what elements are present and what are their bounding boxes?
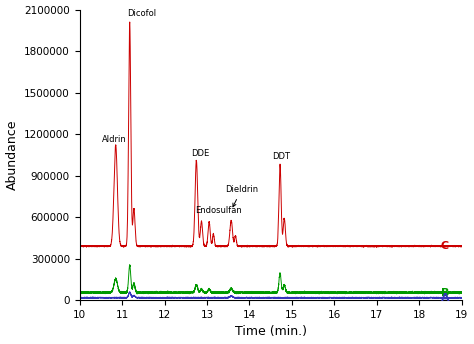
Text: Dicofol: Dicofol [127,9,156,18]
Text: Aldrin: Aldrin [101,135,127,144]
Text: DDT: DDT [272,152,290,161]
Y-axis label: Abundance: Abundance [6,120,18,190]
Text: A: A [441,293,449,303]
Text: Endosulfan: Endosulfan [195,206,242,215]
X-axis label: Time (min.): Time (min.) [235,325,307,338]
Text: Dieldrin: Dieldrin [225,185,258,207]
Text: C: C [441,241,449,251]
Text: B: B [441,288,449,298]
Text: DDE: DDE [191,149,209,158]
